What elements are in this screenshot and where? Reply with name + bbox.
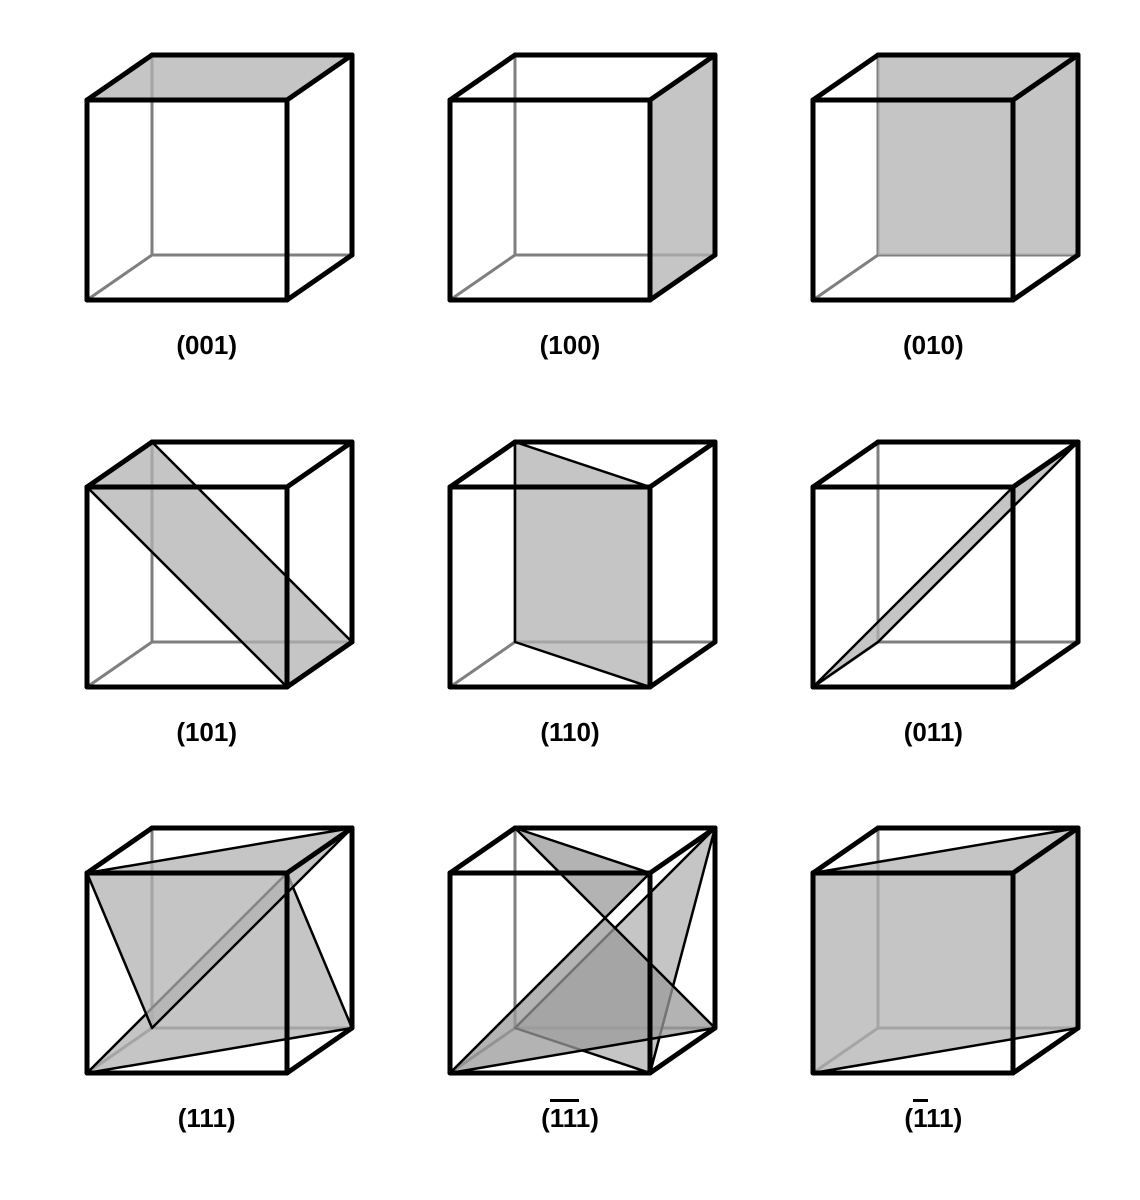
plane-110: (110) [393, 407, 746, 794]
plane-111: (111) [30, 793, 383, 1180]
overbar [913, 1099, 927, 1102]
cube-diagram [400, 407, 740, 727]
miller-index-label: (011) [904, 719, 963, 745]
cube-diagram [400, 20, 740, 340]
miller-index-label: (100) [540, 332, 601, 358]
overbar [564, 1099, 578, 1102]
miller-index-label: (111) [541, 1105, 599, 1131]
miller-index-label: (001) [176, 332, 237, 358]
miller-index-label: (111) [904, 1105, 962, 1131]
plane-100: (100) [393, 20, 746, 407]
cube-diagram [37, 793, 377, 1113]
miller-index-label: (110) [540, 719, 599, 745]
cube-diagram [763, 407, 1103, 727]
miller-index-label: (101) [176, 719, 237, 745]
plane-011: (011) [757, 407, 1110, 794]
cube-diagram [400, 793, 740, 1113]
plane-001: (001) [30, 20, 383, 407]
cube-diagram [37, 407, 377, 727]
miller-index-label: (111) [178, 1105, 236, 1131]
cube-diagram [763, 793, 1103, 1113]
cube-diagram [37, 20, 377, 340]
plane-010: (010) [757, 20, 1110, 407]
plane-1bar11: (111) [757, 793, 1110, 1180]
overbar [550, 1099, 564, 1102]
cube-diagram [763, 20, 1103, 340]
plane-101: (101) [30, 407, 383, 794]
miller-index-grid: (001) (100) (010) (101) (110) (011) (111) (111)… [0, 0, 1140, 1200]
miller-index-label: (010) [903, 332, 964, 358]
plane-1bar1bar1: (111) [393, 793, 746, 1180]
